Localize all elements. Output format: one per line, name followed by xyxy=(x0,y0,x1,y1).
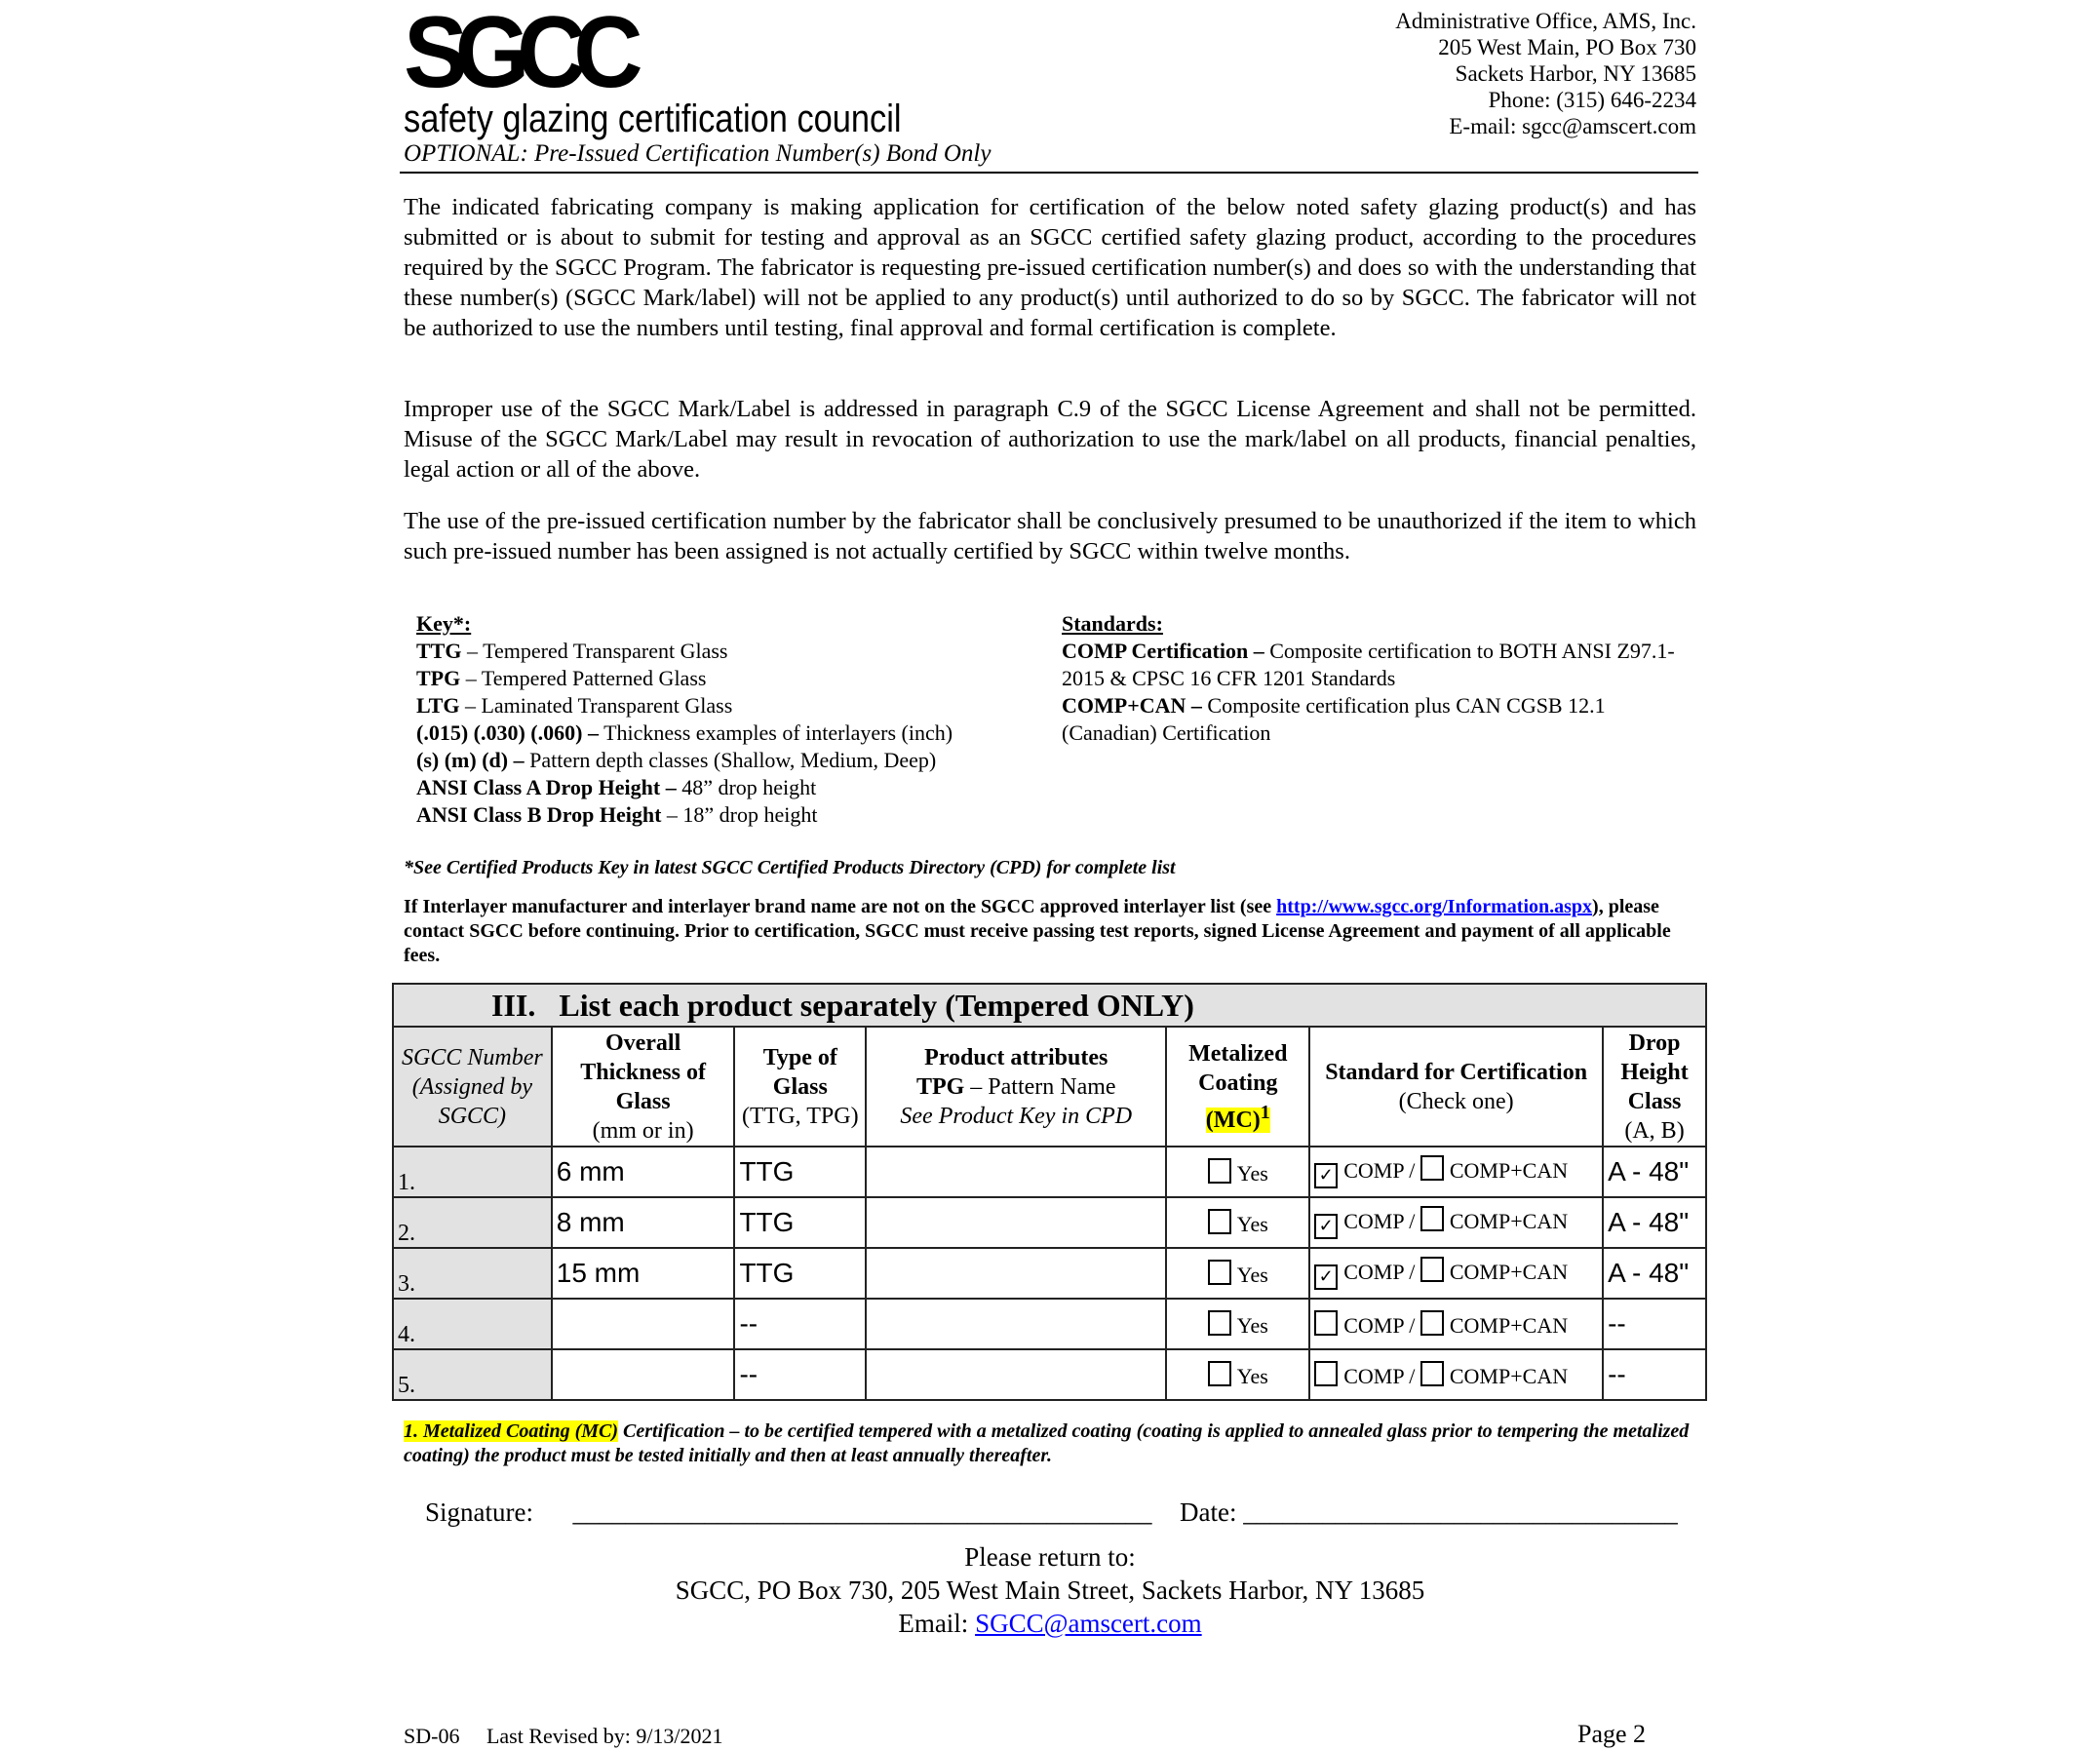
comp-checkbox[interactable]: ✓ xyxy=(1314,1264,1339,1290)
key-item: (s) (m) (d) – Pattern depth classes (Sha… xyxy=(416,748,937,772)
signature-field[interactable]: Signature: _____________________________… xyxy=(425,1497,1152,1527)
header-standard: Standard for Certification (Check one) xyxy=(1308,1026,1605,1147)
header-thickness: Overall Thickness of Glass (mm or in) xyxy=(550,1026,736,1147)
table-row: 4. -- Yes COMP / COMP+CAN -- xyxy=(392,1298,1707,1350)
key-item: LTG – Laminated Transparent Glass xyxy=(416,693,733,718)
attributes-cell[interactable] xyxy=(865,1146,1168,1198)
row-number: 2. xyxy=(392,1196,553,1249)
form-subtitle: OPTIONAL: Pre-Issued Certification Numbe… xyxy=(404,140,992,167)
comp-can-checkbox[interactable] xyxy=(1419,1257,1444,1282)
comp-can-checkbox[interactable] xyxy=(1419,1360,1444,1386)
attributes-cell[interactable] xyxy=(865,1196,1168,1249)
table-row: 3. 15 mm TTG Yes ✓ COMP / COMP+CAN A - 48" xyxy=(392,1247,1707,1300)
header-sgcc-number: SGCC Number (Assigned by SGCC) xyxy=(392,1026,553,1147)
comp-checkbox[interactable] xyxy=(1314,1360,1339,1386)
key-note: *See Certified Products Key in latest SG… xyxy=(404,857,1176,878)
interlayer-notice: If Interlayer manufacturer and interlaye… xyxy=(404,896,1671,966)
row-number: 5. xyxy=(392,1348,553,1401)
standard-cell: ✓ COMP / COMP+CAN xyxy=(1308,1146,1605,1198)
mc-cell: Yes xyxy=(1165,1348,1311,1401)
type-cell[interactable]: TTG xyxy=(733,1146,868,1198)
date-field[interactable]: Date: _________________________________ xyxy=(1180,1497,1678,1527)
table-title: III. List each product separately (Tempe… xyxy=(392,983,1707,1028)
comp-checkbox[interactable] xyxy=(1314,1309,1339,1336)
paragraph-unauthorized: The use of the pre-issued certification … xyxy=(404,508,1696,564)
standard-cell: ✓ COMP / COMP+CAN xyxy=(1308,1196,1605,1249)
thickness-cell[interactable]: 8 mm xyxy=(550,1196,736,1249)
paragraph-intro: The indicated fabricating company is mak… xyxy=(404,194,1696,341)
standards-item: COMP+CAN – Composite certification plus … xyxy=(1062,693,1606,745)
mc-yes-checkbox[interactable] xyxy=(1207,1157,1231,1184)
thickness-cell[interactable]: 6 mm xyxy=(550,1146,736,1198)
footer-revision: SD-06 Last Revised by: 9/13/2021 xyxy=(404,1724,723,1748)
attributes-cell[interactable] xyxy=(865,1247,1168,1300)
standard-cell: ✓ COMP / COMP+CAN xyxy=(1308,1247,1605,1300)
thickness-cell[interactable]: 15 mm xyxy=(550,1247,736,1300)
mc-yes-checkbox[interactable] xyxy=(1207,1208,1231,1234)
sgcc-logo: SGCC safety glazing certification counci… xyxy=(404,0,902,140)
page-number: Page 2 xyxy=(1577,1720,1647,1748)
attributes-cell[interactable] xyxy=(865,1298,1168,1350)
standards-key: Standards: COMP Certification – Composit… xyxy=(1062,610,1686,747)
key-item: ANSI Class A Drop Height – 48” drop heig… xyxy=(416,775,817,799)
table-row: 5. -- Yes COMP / COMP+CAN -- xyxy=(392,1348,1707,1401)
comp-checkbox[interactable]: ✓ xyxy=(1314,1214,1339,1239)
row-number: 4. xyxy=(392,1298,553,1350)
thickness-cell[interactable] xyxy=(550,1348,736,1401)
header-divider xyxy=(400,172,1698,174)
standard-cell: COMP / COMP+CAN xyxy=(1308,1298,1605,1350)
type-cell[interactable]: TTG xyxy=(733,1247,868,1300)
comp-can-checkbox[interactable] xyxy=(1419,1309,1444,1336)
type-cell[interactable]: TTG xyxy=(733,1196,868,1249)
paragraph-misuse: Improper use of the SGCC Mark/Label is a… xyxy=(404,396,1696,483)
drop-height-cell[interactable]: A - 48" xyxy=(1602,1247,1707,1300)
header-attributes: Product attributes TPG – Pattern Name See … xyxy=(865,1026,1168,1147)
table-row: 2. 8 mm TTG Yes ✓ COMP / COMP+CAN A - 48" xyxy=(392,1196,1707,1249)
header-metalized-coating: Metalized Coating (MC)1 xyxy=(1165,1026,1311,1147)
mc-cell: Yes xyxy=(1165,1196,1311,1249)
row-number: 3. xyxy=(392,1247,553,1300)
comp-can-checkbox[interactable] xyxy=(1419,1206,1444,1231)
key-item: TTG – Tempered Transparent Glass xyxy=(416,639,728,663)
mc-cell: Yes xyxy=(1165,1298,1311,1350)
return-address: Please return to: SGCC, PO Box 730, 205 … xyxy=(675,1542,1425,1638)
mc-yes-checkbox[interactable] xyxy=(1207,1309,1231,1336)
table-row: 1. 6 mm TTG Yes ✓ COMP / COMP+CAN A - 48" xyxy=(392,1146,1707,1198)
mc-cell: Yes xyxy=(1165,1146,1311,1198)
mc-yes-checkbox[interactable] xyxy=(1207,1360,1231,1386)
row-number: 1. xyxy=(392,1146,553,1198)
type-cell[interactable]: -- xyxy=(733,1298,868,1350)
email-link[interactable]: SGCC@amscert.com xyxy=(975,1609,1202,1638)
key-item: ANSI Class B Drop Height – 18” drop heig… xyxy=(416,802,818,827)
comp-can-checkbox[interactable] xyxy=(1419,1155,1444,1181)
product-key: Key*: TTG – Tempered Transparent Glass TP… xyxy=(416,610,1040,829)
header-type: Type of Glass (TTG, TPG) xyxy=(733,1026,868,1147)
attributes-cell[interactable] xyxy=(865,1348,1168,1401)
interlayer-list-link[interactable]: http://www.sgcc.org/Information.aspx xyxy=(1276,896,1593,917)
office-address: Administrative Office, AMS, Inc. 205 Wes… xyxy=(1395,9,1696,138)
drop-height-cell[interactable]: -- xyxy=(1602,1298,1707,1350)
drop-height-cell[interactable]: A - 48" xyxy=(1602,1196,1707,1249)
drop-height-cell[interactable]: -- xyxy=(1602,1348,1707,1401)
comp-checkbox[interactable]: ✓ xyxy=(1314,1163,1339,1188)
drop-height-cell[interactable]: A - 48" xyxy=(1602,1146,1707,1198)
standard-cell: COMP / COMP+CAN xyxy=(1308,1348,1605,1401)
thickness-cell[interactable] xyxy=(550,1298,736,1350)
mc-yes-checkbox[interactable] xyxy=(1207,1259,1231,1285)
type-cell[interactable]: -- xyxy=(733,1348,868,1401)
key-item: TPG – Tempered Patterned Glass xyxy=(416,666,707,690)
key-item: (.015) (.030) (.060) – Thickness example… xyxy=(416,720,953,745)
mc-cell: Yes xyxy=(1165,1247,1311,1300)
product-table: III. List each product separately (Tempe… xyxy=(392,983,1707,1401)
metalized-coating-note: 1. Metalized Coating (MC) Certification … xyxy=(404,1420,1690,1466)
standards-item: COMP Certification – Composite certifica… xyxy=(1062,639,1675,690)
header-drop-height: Drop Height Class (A, B) xyxy=(1602,1026,1707,1147)
